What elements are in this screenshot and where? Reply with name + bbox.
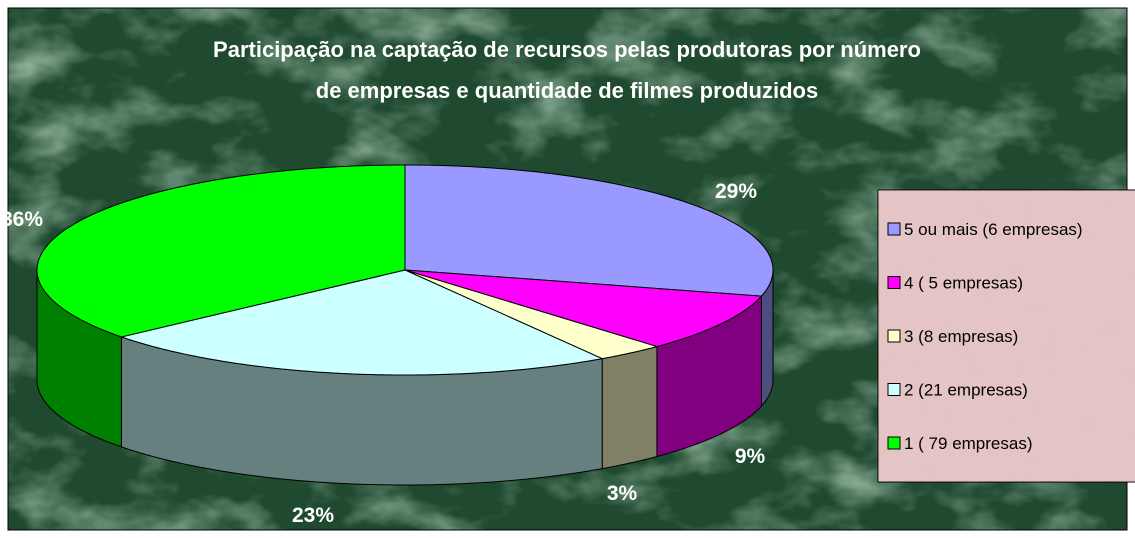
- legend-swatch: [887, 329, 901, 343]
- data-label: 36%: [1, 208, 43, 231]
- legend-swatch: [887, 436, 901, 450]
- legend: 5 ou mais (6 empresas) 4 ( 5 empresas) 3 (…: [877, 189, 1135, 483]
- pie: [36, 164, 774, 486]
- pie-slice: [404, 269, 763, 348]
- legend-swatch: [887, 222, 901, 236]
- data-label: 29%: [715, 180, 757, 203]
- data-label: 9%: [735, 445, 766, 468]
- data-label: 23%: [292, 504, 334, 527]
- chart-title: Participação na captação de recursos pel…: [213, 37, 921, 62]
- legend-label: 3 (8 empresas): [904, 327, 1018, 346]
- pie-slice: [119, 269, 604, 376]
- data-label: 3%: [607, 482, 638, 505]
- legend-swatch: [887, 276, 901, 289]
- legend-label: 4 ( 5 empresas): [904, 274, 1023, 293]
- pie-slice: [404, 164, 774, 297]
- legend-label: 5 ou mais (6 empresas): [904, 220, 1083, 239]
- chart-title: de empresas e quantidade de filmes produ…: [316, 78, 818, 103]
- legend-label: 2 (21 empresas): [904, 381, 1028, 400]
- legend-swatch: [887, 383, 901, 396]
- pie-slice: [404, 269, 659, 360]
- pie-slice: [36, 164, 406, 338]
- legend-texture: [878, 190, 1135, 482]
- pie-side: [601, 345, 658, 470]
- legend-label: 1 ( 79 empresas): [904, 434, 1033, 453]
